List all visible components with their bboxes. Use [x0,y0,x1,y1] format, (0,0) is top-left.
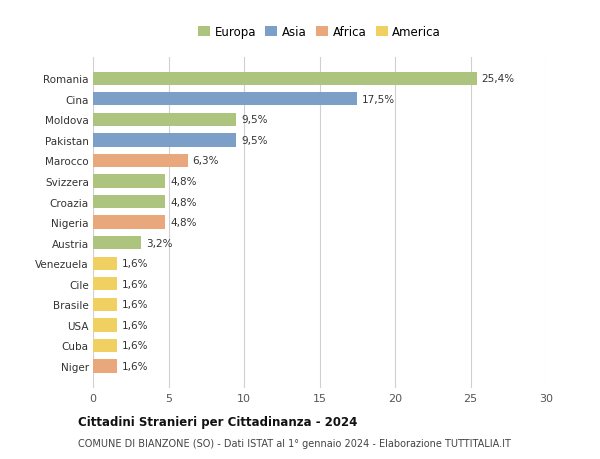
Bar [93,298,117,311]
Text: 4,8%: 4,8% [170,218,197,228]
Text: 9,5%: 9,5% [241,135,268,146]
Text: COMUNE DI BIANZONE (SO) - Dati ISTAT al 1° gennaio 2024 - Elaborazione TUTTITALI: COMUNE DI BIANZONE (SO) - Dati ISTAT al … [78,438,511,448]
Text: 17,5%: 17,5% [362,95,395,105]
Bar [93,196,166,209]
Text: 6,3%: 6,3% [193,156,219,166]
Bar [93,175,166,188]
Bar [93,216,166,230]
Text: 25,4%: 25,4% [481,74,514,84]
Bar [93,93,357,106]
Text: 1,6%: 1,6% [122,361,148,371]
Bar [93,236,142,250]
Bar [93,359,117,373]
Text: 1,6%: 1,6% [122,258,148,269]
Bar [93,257,117,270]
Text: 9,5%: 9,5% [241,115,268,125]
Text: 4,8%: 4,8% [170,177,197,187]
Legend: Europa, Asia, Africa, America: Europa, Asia, Africa, America [196,23,443,41]
Bar [93,319,117,332]
Text: 1,6%: 1,6% [122,300,148,310]
Bar [93,278,117,291]
Text: 4,8%: 4,8% [170,197,197,207]
Text: Cittadini Stranieri per Cittadinanza - 2024: Cittadini Stranieri per Cittadinanza - 2… [78,415,358,428]
Bar [93,134,236,147]
Text: 1,6%: 1,6% [122,341,148,351]
Bar [93,113,236,127]
Text: 1,6%: 1,6% [122,320,148,330]
Text: 1,6%: 1,6% [122,279,148,289]
Text: 3,2%: 3,2% [146,238,172,248]
Bar [93,154,188,168]
Bar [93,339,117,353]
Bar [93,73,476,86]
